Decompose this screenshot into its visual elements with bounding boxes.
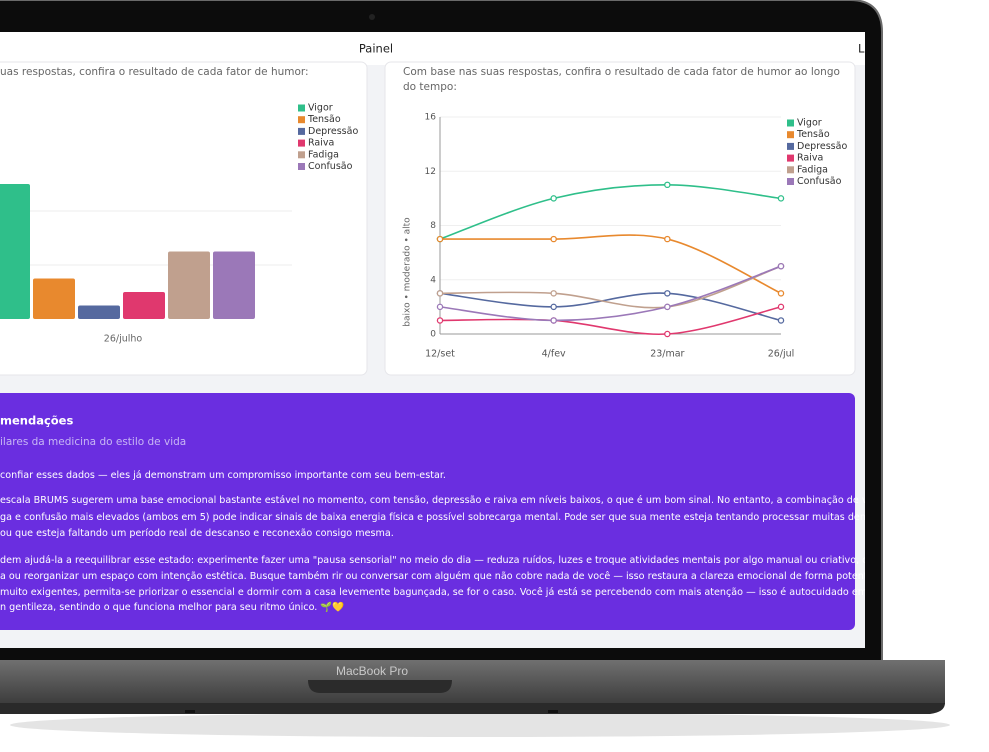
foot — [185, 710, 195, 713]
legend-label: Depressão — [308, 126, 358, 137]
point — [436, 290, 444, 297]
legend-label: Confusão — [797, 176, 842, 187]
bar — [213, 251, 255, 319]
line — [440, 234, 782, 295]
recommendations-subtitle: ilares da medicina do estilo de vida — [0, 436, 186, 448]
legend-swatch — [298, 151, 305, 159]
legend-swatch — [787, 119, 794, 127]
point — [777, 317, 785, 324]
recommendation-text: a ou reorganizar um espaço com intenção … — [0, 570, 892, 582]
base-lip — [0, 703, 945, 714]
point — [664, 303, 671, 311]
legend-swatch — [787, 131, 794, 139]
legend-swatch — [787, 166, 794, 174]
legend-swatch — [298, 163, 305, 170]
y-tick-label: 16 — [425, 113, 437, 123]
point — [436, 235, 444, 243]
bar — [123, 292, 165, 319]
recommendation-text: muito exigentes, permita-se priorizar o … — [0, 586, 867, 598]
point — [664, 330, 671, 338]
line — [439, 292, 782, 322]
line — [439, 265, 782, 309]
point — [664, 235, 671, 243]
legend-label: Confusão — [308, 161, 353, 172]
page-title: Painel — [359, 42, 393, 56]
legend-label: Raiva — [797, 153, 823, 164]
device-label: MacBook Pro — [336, 664, 408, 678]
y-tick-label: 8 — [430, 221, 436, 231]
bar — [33, 278, 75, 319]
line — [439, 184, 782, 240]
point — [550, 235, 557, 243]
legend-swatch — [298, 104, 305, 112]
point — [777, 303, 785, 311]
legend-label: Fadiga — [308, 149, 339, 160]
camera — [369, 14, 375, 20]
card-subtitle: Com base nas suas respostas, confira o r… — [403, 66, 840, 78]
legend-swatch — [298, 139, 305, 147]
point — [550, 317, 557, 324]
y-tick-label: 4 — [430, 275, 436, 285]
point — [436, 303, 444, 311]
legend-swatch — [298, 127, 305, 135]
line — [439, 306, 782, 336]
recommendations-card — [0, 393, 855, 630]
legend-swatch — [787, 178, 794, 185]
laptop-body — [0, 660, 945, 704]
bar — [78, 305, 120, 319]
point — [550, 195, 557, 202]
y-tick-label: 12 — [425, 167, 436, 177]
point — [664, 181, 671, 189]
recommendation-text: escala BRUMS sugerem uma base emocional … — [0, 494, 886, 506]
card-subtitle: uas respostas, confira o resultado de ca… — [0, 66, 309, 78]
bar — [0, 184, 30, 319]
x-tick-label: 12/set — [425, 349, 455, 360]
point — [550, 290, 557, 297]
header — [0, 32, 865, 65]
line — [439, 265, 782, 322]
legend-label: Fadiga — [797, 164, 828, 175]
bar — [168, 251, 210, 319]
shadow — [10, 713, 950, 737]
point — [777, 290, 785, 297]
card — [384, 61, 856, 376]
user-avatar[interactable]: LS — [858, 42, 872, 56]
legend-label: Raiva — [308, 138, 334, 149]
legend-label: Tensão — [796, 129, 830, 140]
x-tick-label: 23/mar — [650, 349, 684, 360]
charts: confiar esses dados — eles já demonstram… — [0, 103, 898, 613]
x-tick-label: 4/fev — [542, 349, 566, 360]
foot — [548, 710, 558, 713]
recommendation-text: n gentileza, sentindo o que funciona mel… — [0, 601, 344, 613]
y-tick-label: 0 — [430, 330, 436, 340]
point — [777, 262, 785, 270]
card-subtitle: do tempo: — [403, 81, 457, 93]
card — [0, 61, 368, 376]
x-tick-label: 26/julho — [104, 334, 143, 345]
recommendations-title: mendações — [0, 414, 73, 428]
legend-swatch — [787, 154, 794, 162]
legend-label: Vigor — [308, 103, 333, 114]
point — [436, 317, 444, 324]
point — [550, 303, 557, 311]
point — [777, 195, 785, 202]
x-tick-label: 26/jul — [768, 349, 795, 360]
legend-label: Depressão — [797, 141, 847, 152]
recommendation-text: confiar esses dados — eles já demonstram… — [0, 469, 446, 481]
legend-swatch — [298, 116, 305, 124]
legend-label: Tensão — [307, 114, 341, 125]
notch — [308, 680, 452, 693]
y-axis-label: baixo • moderado • alto — [403, 217, 413, 327]
recommendation-text: ga e confusão mais elevados (ambos em 5)… — [0, 511, 898, 523]
legend-label: Vigor — [797, 118, 822, 129]
point — [664, 290, 671, 297]
recommendation-text: dem ajudá-la a reequilibrar esse estado:… — [0, 554, 889, 566]
legend-swatch — [787, 142, 794, 150]
screen: Painel LS uas respostas, confira o resul… — [0, 32, 898, 648]
recommendation-text: ou que esteja faltando um período real d… — [0, 527, 394, 539]
